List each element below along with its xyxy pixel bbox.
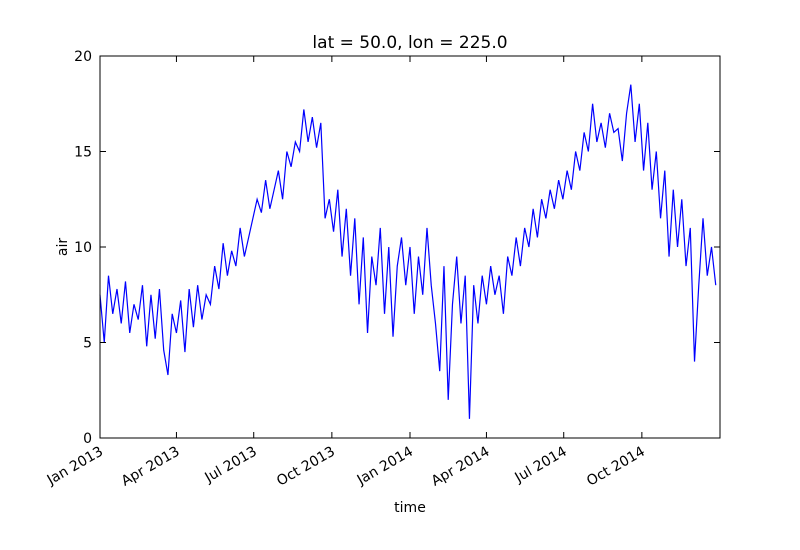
plot-frame [99,55,721,439]
data-line [99,84,717,419]
y-axis-label: air [55,238,71,256]
y-tick-label: 15 [74,145,92,161]
chart-title: lat = 50.0, lon = 225.0 [312,33,507,53]
y-tick-label: 10 [74,240,92,256]
y-tick-label: 0 [83,431,92,447]
y-tick-label: 5 [83,336,92,352]
x-axis-label: time [394,500,426,516]
y-tick-label: 20 [74,49,92,65]
